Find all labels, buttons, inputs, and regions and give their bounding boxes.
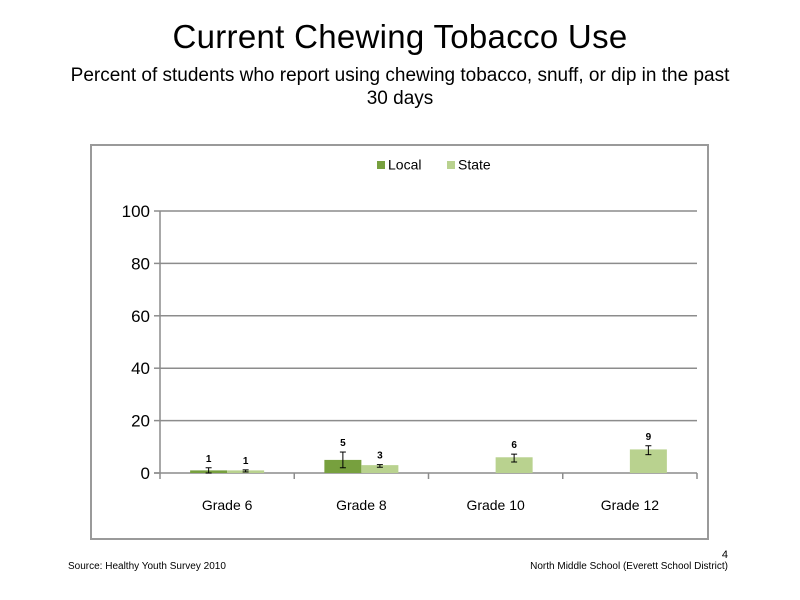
- bar-state: [495, 457, 533, 473]
- chart-area: 0 20 40 60 80 100 Grade 6 1 1 Grade 8 5 3 Grade 10 6 G…: [90, 144, 709, 540]
- slide-title: Current Chewing Tobacco Use: [172, 18, 628, 55]
- chart-svg: 0 20 40 60 80 100 Grade 6 1 1 Grade 8 5 3 Grade 10 6 G…: [122, 157, 698, 513]
- data-label: 1: [243, 456, 249, 467]
- organization-note: North Middle School (Everett School Dist…: [530, 561, 728, 572]
- data-label: 3: [377, 451, 383, 462]
- legend-label-local: Local: [388, 157, 421, 173]
- bar-state: [629, 449, 667, 473]
- x-tick-label: Grade 10: [466, 497, 525, 513]
- data-label: 1: [206, 454, 212, 465]
- y-tick-label: 60: [131, 307, 150, 326]
- y-tick-label: 0: [141, 464, 150, 483]
- x-tick-label: Grade 8: [336, 497, 387, 513]
- data-label: 6: [511, 440, 517, 451]
- bar-state: [361, 465, 399, 473]
- legend-swatch-local: [377, 161, 385, 169]
- x-tick-label: Grade 6: [202, 497, 253, 513]
- y-tick-label: 80: [131, 254, 150, 273]
- data-label: 5: [340, 438, 346, 449]
- x-tick-label: Grade 12: [601, 497, 660, 513]
- page-number: 4: [721, 549, 728, 561]
- slide-subtitle: Percent of students who report using che…: [70, 65, 730, 109]
- source-note: Source: Healthy Youth Survey 2010: [68, 561, 226, 572]
- legend-label-state: State: [458, 157, 491, 173]
- y-tick-label: 20: [131, 412, 150, 431]
- y-tick-label: 100: [122, 202, 150, 221]
- legend-swatch-state: [447, 161, 455, 169]
- data-label: 9: [646, 432, 652, 443]
- y-tick-label: 40: [131, 359, 150, 378]
